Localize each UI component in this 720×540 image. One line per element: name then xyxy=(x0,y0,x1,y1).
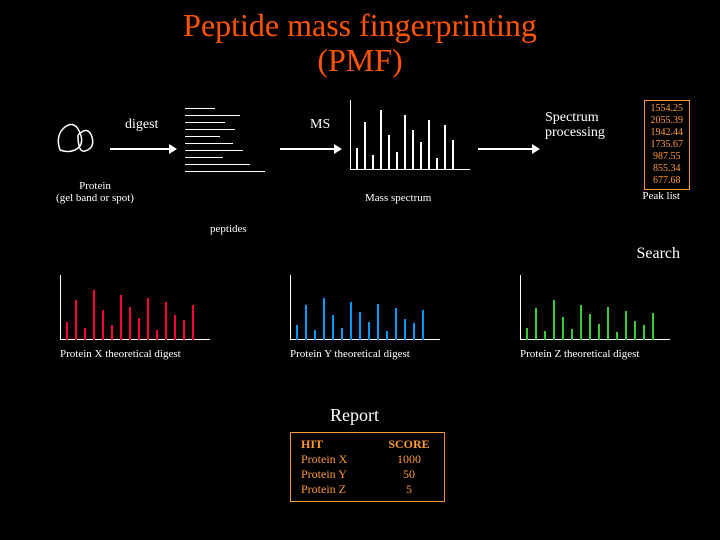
report-table: HITSCOREProtein X1000Protein Y50Protein … xyxy=(290,432,445,502)
spectrum-processing-label: Spectrum processing xyxy=(545,110,605,141)
protein-icon xyxy=(50,115,100,160)
mass-spectrum-label: Mass spectrum xyxy=(365,192,431,204)
digest-label: digest xyxy=(125,117,158,133)
peptides-label: peptides xyxy=(210,223,247,235)
title-line2: (PMF) xyxy=(317,42,402,78)
protein-x-label: Protein X theoretical digest xyxy=(60,348,181,360)
peak-list-box: 1554.252055.391942.441735.67987.55855.34… xyxy=(644,100,691,190)
page-title: Peptide mass fingerprinting (PMF) xyxy=(0,0,720,78)
protein-label: Protein (gel band or spot) xyxy=(40,180,150,204)
protein-y-spectrum xyxy=(290,275,440,340)
search-label: Search xyxy=(636,245,680,263)
ms-label: MS xyxy=(310,117,330,133)
protein-z-spectrum xyxy=(520,275,670,340)
protein-z-label: Protein Z theoretical digest xyxy=(520,348,639,360)
arrow-spectrum-processing xyxy=(478,148,533,150)
arrow-digest xyxy=(110,148,170,150)
mass-spectrum-chart xyxy=(350,100,470,170)
peptide-lines xyxy=(185,108,275,178)
peak-list-label: Peak list xyxy=(642,190,680,202)
protein-y-label: Protein Y theoretical digest xyxy=(290,348,410,360)
arrow-ms xyxy=(280,148,335,150)
report-label: Report xyxy=(330,405,379,426)
protein-x-spectrum xyxy=(60,275,210,340)
title-line1: Peptide mass fingerprinting xyxy=(183,7,537,43)
